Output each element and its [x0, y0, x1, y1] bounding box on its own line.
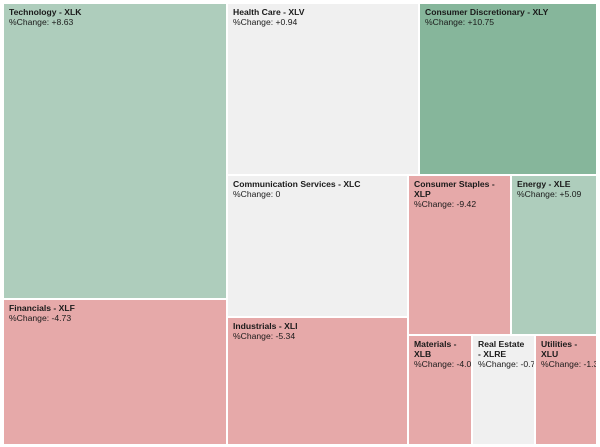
tile-change-text: %Change: -0.7 — [478, 359, 534, 369]
tile-label: Consumer Discretionary - XLY — [425, 7, 549, 17]
tile-label: Real Estate - XLRE — [478, 339, 525, 359]
change-value: 0 — [275, 189, 281, 199]
tile-xlre[interactable]: Real Estate - XLRE %Change: -0.7 — [472, 335, 535, 445]
change-prefix: %Change: — [9, 313, 52, 323]
tile-change-text: %Change: -1.37 — [541, 359, 596, 369]
tile-xlc[interactable]: Communication Services - XLC %Change: 0 — [227, 175, 408, 317]
tile-xly[interactable]: Consumer Discretionary - XLY %Change: +10… — [419, 3, 597, 175]
change-prefix: %Change: — [233, 189, 276, 199]
tile-label: Consumer Staples - XLP — [414, 179, 495, 199]
tile-xlk[interactable]: Technology - XLK %Change: +8.63 — [3, 3, 227, 299]
change-value: -4.73 — [51, 313, 72, 323]
tile-change-text: %Change: +10.75 — [425, 17, 591, 27]
tile-xlf[interactable]: Financials - XLF %Change: -4.73 — [3, 299, 227, 445]
change-prefix: %Change: — [233, 17, 276, 27]
tile-label: Utilities - XLU — [541, 339, 578, 359]
change-prefix: %Change: — [233, 331, 276, 341]
change-prefix: %Change: — [541, 359, 584, 369]
change-prefix: %Change: — [425, 17, 468, 27]
tile-xli[interactable]: Industrials - XLI %Change: -5.34 — [227, 317, 408, 445]
change-value: -4.06 — [456, 359, 472, 369]
tile-change-text: %Change: 0 — [233, 189, 402, 199]
change-value: -5.34 — [275, 331, 296, 341]
change-prefix: %Change: — [517, 189, 560, 199]
tile-change-text: %Change: +0.94 — [233, 17, 413, 27]
tile-label: Technology - XLK — [9, 7, 82, 17]
tile-change-text: %Change: +8.63 — [9, 17, 221, 27]
change-value: -1.37 — [583, 359, 596, 369]
change-prefix: %Change: — [414, 199, 457, 209]
change-prefix: %Change: — [478, 359, 521, 369]
change-prefix: %Change: — [414, 359, 457, 369]
change-value: +10.75 — [467, 17, 495, 27]
change-value: +0.94 — [275, 17, 298, 27]
tile-label: Communication Services - XLC — [233, 179, 361, 189]
tile-change-text: %Change: -9.42 — [414, 199, 505, 209]
tile-label: Materials - XLB — [414, 339, 457, 359]
tile-label: Industrials - XLI — [233, 321, 298, 331]
change-value: -0.7 — [520, 359, 535, 369]
tile-label: Health Care - XLV — [233, 7, 305, 17]
tile-label: Energy - XLE — [517, 179, 571, 189]
tile-change-text: %Change: -5.34 — [233, 331, 402, 341]
tile-change-text: %Change: +5.09 — [517, 189, 591, 199]
tile-change-text: %Change: -4.73 — [9, 313, 221, 323]
change-value: +8.63 — [51, 17, 74, 27]
tile-xlu[interactable]: Utilities - XLU%Change: -1.37 — [535, 335, 597, 445]
tile-xle[interactable]: Energy - XLE %Change: +5.09 — [511, 175, 597, 335]
tile-xlp[interactable]: Consumer Staples - XLP %Change: -9.42 — [408, 175, 511, 335]
tile-xlv[interactable]: Health Care - XLV %Change: +0.94 — [227, 3, 419, 175]
change-value: +5.09 — [559, 189, 582, 199]
change-prefix: %Change: — [9, 17, 52, 27]
change-value: -9.42 — [456, 199, 477, 209]
tile-xlb[interactable]: Materials - XLB%Change: -4.06 — [408, 335, 472, 445]
tile-change-text: %Change: -4.06 — [414, 359, 471, 369]
tile-label: Financials - XLF — [9, 303, 75, 313]
